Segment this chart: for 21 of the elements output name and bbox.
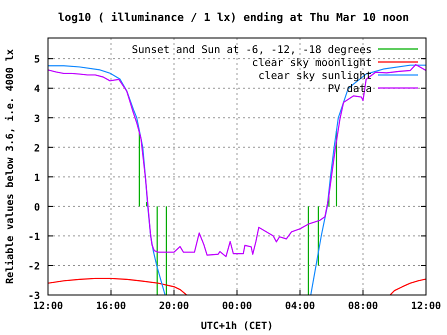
x-tick-label: 04:00 [284, 301, 316, 312]
x-tick-label: 12:00 [32, 301, 64, 312]
legend-label: clear sky moonlight [252, 57, 372, 69]
y-tick-label: -3 [28, 291, 40, 302]
x-tick-label: 16:00 [96, 301, 126, 312]
chart-title: log10 ( illuminance / 1 lx) ending at Thu Mar 10 noon [58, 11, 409, 24]
y-tick-label: 4 [34, 84, 40, 96]
y-tick-label: 3 [34, 114, 40, 125]
x-axis-title: UTC+1h (CET) [200, 321, 274, 332]
y-tick-label: 2 [34, 143, 40, 154]
y-tick-label: 5 [34, 54, 40, 66]
y-tick-label: -2 [28, 261, 40, 272]
y-tick-label: -1 [28, 232, 40, 243]
y-tick-label: 1 [34, 172, 40, 184]
legend-label: Sunset and Sun at -6, -12, -18 degrees [132, 44, 372, 56]
x-tick-label: 12:00 [410, 301, 442, 312]
y-tick-label: 0 [34, 202, 40, 214]
x-tick-label: 20:00 [158, 301, 190, 312]
y-axis-title: Reliable values below 3.6, i.e. 4000 lx [4, 49, 16, 284]
x-tick-label: 08:00 [348, 301, 378, 312]
x-tick-label: 00:00 [222, 301, 252, 312]
